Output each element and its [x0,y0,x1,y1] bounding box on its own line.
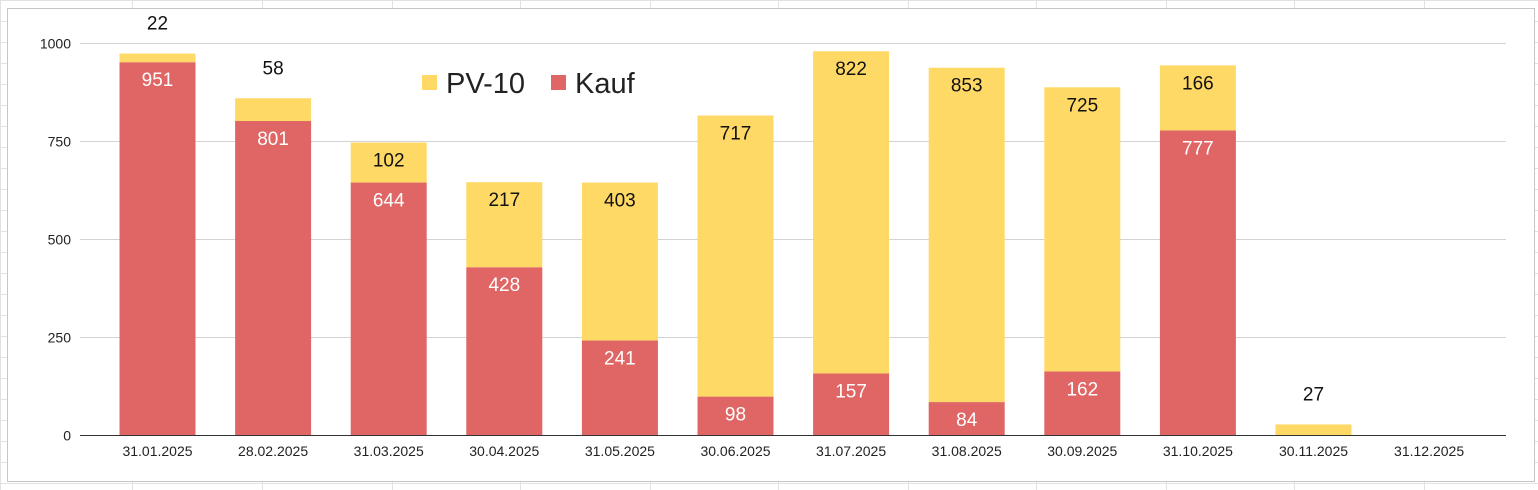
data-label-kauf: 777 [1182,138,1214,159]
bar-pv-10 [581,182,658,341]
bar-kauf [119,62,196,435]
legend: PV-10 Kauf [422,68,636,100]
data-label-kauf: 644 [373,191,405,212]
bar-kauf [466,267,543,435]
data-label-pv-10: 102 [373,151,405,172]
data-label-kauf: 84 [956,410,978,431]
bar-kauf [697,396,774,435]
data-label-kauf: 801 [257,129,289,150]
chart-card[interactable]: 0 250 500 750 1000 951 22 801 58 644 102 428 217 241… [8,9,1534,481]
bar-pv-10 [1044,87,1121,372]
y-axis: 0 250 500 750 1000 [40,36,71,444]
data-label-pv-10: 22 [147,14,168,35]
legend-swatch [551,75,566,90]
bar-pv-10 [1159,65,1236,131]
data-label-kauf: 162 [1066,379,1098,400]
data-label-kauf: 951 [142,70,174,91]
legend-label: Kauf [575,68,636,100]
data-label-kauf: 157 [835,381,867,402]
data-label-kauf: 241 [604,349,636,370]
y-tick-label: 1000 [40,36,71,52]
bar-pv-10 [466,182,543,268]
bar-pv-10 [350,142,427,183]
bar-kauf [235,121,312,436]
bar-kauf [813,373,890,435]
data-label-pv-10: 403 [604,191,636,212]
data-label-pv-10: 822 [835,59,867,80]
y-gridlines [80,43,1506,338]
y-tick-label: 0 [63,428,71,444]
x-axis: 31.01.2025 28.02.2025 31.03.2025 30.04.2025… [80,435,1506,459]
bar-kauf [1159,130,1236,435]
bar-kauf [350,182,427,435]
bar-pv-10 [697,115,774,397]
data-label-pv-10: 27 [1303,384,1324,405]
x-tick-label: 30.06.2025 [700,443,770,459]
bar-pv-10 [813,51,890,374]
data-labels: 951 22 801 58 644 102 428 217 241 403 98 717 157 822 8… [142,14,1324,431]
bar-kauf [581,340,658,435]
bar-pv-10 [928,67,1005,403]
data-label-pv-10: 58 [263,58,284,79]
legend-swatch [422,75,437,90]
y-tick-label: 750 [48,134,72,150]
bar-kauf [1044,371,1121,435]
data-label-pv-10: 717 [720,124,752,145]
x-tick-label: 31.10.2025 [1163,443,1233,459]
stacked-bar-chart: 0 250 500 750 1000 951 22 801 58 644 102 428 217 241… [40,14,1506,459]
bar-series [119,51,1352,436]
x-tick-label: 31.07.2025 [816,443,886,459]
data-label-kauf: 428 [488,275,520,296]
x-tick-label: 30.04.2025 [469,443,539,459]
legend-label: PV-10 [446,68,525,100]
y-tick-label: 500 [48,232,72,248]
x-tick-label: 30.09.2025 [1047,443,1117,459]
x-tick-label: 30.11.2025 [1279,443,1348,459]
x-tick-label: 31.12.2025 [1394,443,1464,459]
bar-kauf [928,402,1005,435]
data-label-pv-10: 853 [951,76,983,97]
x-tick-label: 31.03.2025 [354,443,424,459]
x-tick-label: 31.08.2025 [932,443,1002,459]
x-tick-label: 31.05.2025 [585,443,655,459]
bar-pv-10 [119,53,196,63]
bar-pv-10 [1275,424,1352,435]
bar-pv-10 [235,98,312,122]
x-tick-label: 31.01.2025 [122,443,192,459]
y-tick-label: 250 [48,330,72,346]
data-label-pv-10: 166 [1182,73,1214,94]
data-label-pv-10: 217 [488,190,520,211]
data-label-kauf: 98 [725,405,746,426]
x-tick-label: 28.02.2025 [238,443,308,459]
data-label-pv-10: 725 [1066,95,1098,116]
